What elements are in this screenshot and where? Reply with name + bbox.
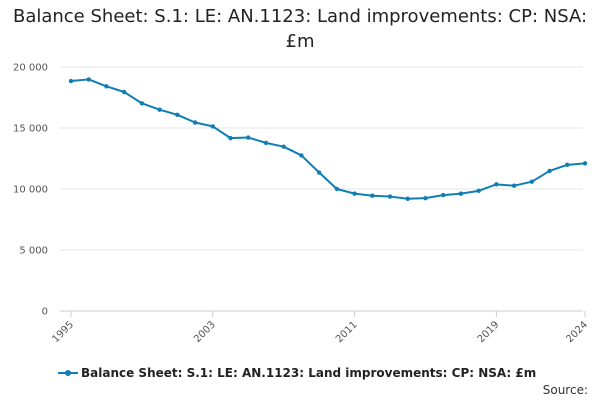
x-tick-label: 2003: [192, 319, 218, 345]
series-line: [70, 78, 586, 200]
data-point: [405, 196, 410, 201]
data-point: [582, 161, 588, 166]
data-point: [210, 124, 215, 129]
y-tick-label: 15 000: [13, 124, 48, 135]
data-point: [370, 193, 375, 198]
data-point: [565, 162, 570, 168]
data-point: [299, 153, 304, 158]
data-point: [246, 135, 251, 140]
data-point: [316, 170, 322, 175]
data-point: [68, 78, 74, 84]
data-point: [192, 120, 198, 125]
data-point: [86, 77, 91, 82]
y-tick-label: 10 000: [13, 185, 48, 196]
y-tick-label: 20 000: [13, 63, 48, 74]
y-tick-label: 5 000: [19, 246, 48, 257]
data-point: [547, 168, 552, 174]
data-point: [104, 84, 109, 89]
chart-title: Balance Sheet: S.1: LE: AN.1123: Land im…: [12, 6, 588, 52]
x-tick-label: 2024: [564, 319, 590, 345]
data-point: [281, 144, 286, 149]
data-point: [494, 182, 499, 187]
legend-line-marker-icon: [58, 370, 78, 376]
data-point: [228, 135, 233, 141]
x-tick-label: 2019: [476, 319, 502, 345]
x-tick-label: 2011: [334, 319, 360, 345]
data-point: [387, 194, 393, 199]
data-point: [263, 140, 269, 146]
data-point: [458, 191, 464, 196]
data-point: [121, 89, 127, 95]
y-axis: 0 5 000 10 000 15 000 20 000: [13, 63, 48, 318]
data-point: [529, 179, 535, 184]
data-point: [157, 107, 162, 112]
data-point: [476, 188, 481, 194]
gridlines: [60, 66, 583, 251]
legend-label: Balance Sheet: S.1: LE: AN.1123: Land im…: [81, 366, 537, 380]
data-point: [441, 192, 446, 198]
series-layer: [68, 77, 588, 201]
data-point: [334, 186, 340, 192]
data-point: [511, 183, 517, 188]
x-axis: 1995 2003 2011 2019 2024: [50, 310, 590, 345]
legend[interactable]: Balance Sheet: S.1: LE: AN.1123: Land im…: [58, 366, 536, 380]
x-tick-label: 1995: [50, 319, 76, 345]
data-point: [139, 101, 145, 106]
legend-dot: [65, 370, 71, 376]
data-point: [423, 195, 428, 201]
source-label: Source:: [542, 383, 588, 397]
data-point: [175, 112, 180, 118]
data-point: [352, 191, 357, 196]
y-tick-label: 0: [42, 307, 48, 318]
